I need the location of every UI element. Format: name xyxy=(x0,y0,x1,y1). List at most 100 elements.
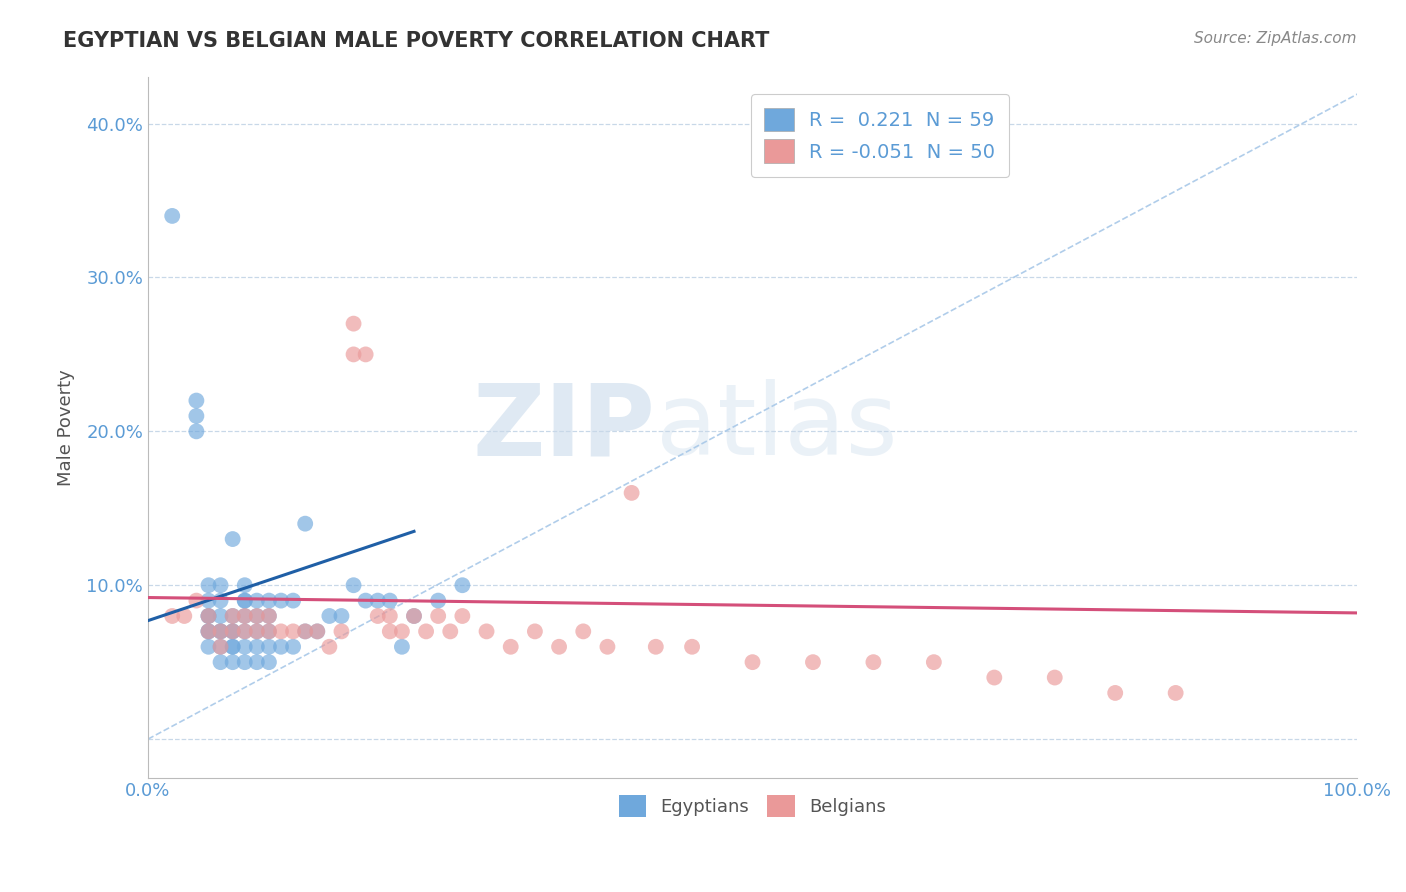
Point xyxy=(983,671,1005,685)
Point xyxy=(681,640,703,654)
Point xyxy=(221,624,243,639)
Point xyxy=(257,609,280,624)
Point xyxy=(294,624,316,639)
Point xyxy=(186,393,208,408)
Point xyxy=(221,640,243,654)
Point xyxy=(197,578,219,592)
Point xyxy=(246,624,269,639)
Point xyxy=(307,624,329,639)
Point xyxy=(330,609,353,624)
Point xyxy=(620,486,643,500)
Point xyxy=(451,578,474,592)
Point xyxy=(257,655,280,669)
Point xyxy=(572,624,595,639)
Point xyxy=(644,640,666,654)
Point xyxy=(391,624,413,639)
Point xyxy=(186,593,208,607)
Y-axis label: Male Poverty: Male Poverty xyxy=(58,369,75,486)
Point xyxy=(257,593,280,607)
Point xyxy=(281,624,304,639)
Point xyxy=(330,624,353,639)
Point xyxy=(209,609,232,624)
Point xyxy=(246,624,269,639)
Point xyxy=(160,609,183,624)
Point xyxy=(233,609,256,624)
Point xyxy=(318,640,340,654)
Point xyxy=(281,640,304,654)
Point xyxy=(391,640,413,654)
Point xyxy=(221,624,243,639)
Point xyxy=(197,609,219,624)
Point xyxy=(270,624,292,639)
Point xyxy=(354,347,377,361)
Point xyxy=(307,624,329,639)
Point xyxy=(209,624,232,639)
Point xyxy=(270,593,292,607)
Point xyxy=(209,578,232,592)
Point xyxy=(1164,686,1187,700)
Point xyxy=(221,624,243,639)
Point xyxy=(197,609,219,624)
Point xyxy=(548,640,571,654)
Point xyxy=(233,640,256,654)
Text: ZIP: ZIP xyxy=(472,379,655,476)
Point xyxy=(342,347,364,361)
Point xyxy=(233,655,256,669)
Point xyxy=(209,593,232,607)
Point xyxy=(186,409,208,423)
Point xyxy=(281,593,304,607)
Point xyxy=(499,640,522,654)
Legend: Egyptians, Belgians: Egyptians, Belgians xyxy=(612,788,893,824)
Point xyxy=(367,593,389,607)
Point xyxy=(451,609,474,624)
Point xyxy=(378,624,401,639)
Point xyxy=(233,578,256,592)
Point xyxy=(596,640,619,654)
Point xyxy=(922,655,945,669)
Point xyxy=(233,624,256,639)
Text: EGYPTIAN VS BELGIAN MALE POVERTY CORRELATION CHART: EGYPTIAN VS BELGIAN MALE POVERTY CORRELA… xyxy=(63,31,769,51)
Point xyxy=(523,624,546,639)
Point xyxy=(294,516,316,531)
Point xyxy=(294,624,316,639)
Point xyxy=(257,624,280,639)
Point xyxy=(221,640,243,654)
Point xyxy=(209,655,232,669)
Point xyxy=(427,609,450,624)
Point xyxy=(378,593,401,607)
Point xyxy=(197,624,219,639)
Text: Source: ZipAtlas.com: Source: ZipAtlas.com xyxy=(1194,31,1357,46)
Point xyxy=(221,609,243,624)
Point xyxy=(257,609,280,624)
Point xyxy=(378,609,401,624)
Point xyxy=(209,624,232,639)
Point xyxy=(246,655,269,669)
Point xyxy=(801,655,824,669)
Point xyxy=(246,640,269,654)
Point xyxy=(197,609,219,624)
Point xyxy=(862,655,884,669)
Point xyxy=(209,624,232,639)
Point xyxy=(257,640,280,654)
Point xyxy=(257,624,280,639)
Point xyxy=(415,624,437,639)
Point xyxy=(402,609,425,624)
Point xyxy=(342,578,364,592)
Point xyxy=(209,640,232,654)
Point xyxy=(221,655,243,669)
Point xyxy=(160,209,183,223)
Point xyxy=(197,593,219,607)
Point xyxy=(342,317,364,331)
Point xyxy=(197,624,219,639)
Point xyxy=(318,609,340,624)
Point xyxy=(475,624,498,639)
Point xyxy=(402,609,425,624)
Point xyxy=(246,609,269,624)
Point xyxy=(1043,671,1066,685)
Point xyxy=(741,655,763,669)
Point xyxy=(354,593,377,607)
Point xyxy=(233,593,256,607)
Point xyxy=(427,593,450,607)
Point xyxy=(1104,686,1126,700)
Point xyxy=(233,593,256,607)
